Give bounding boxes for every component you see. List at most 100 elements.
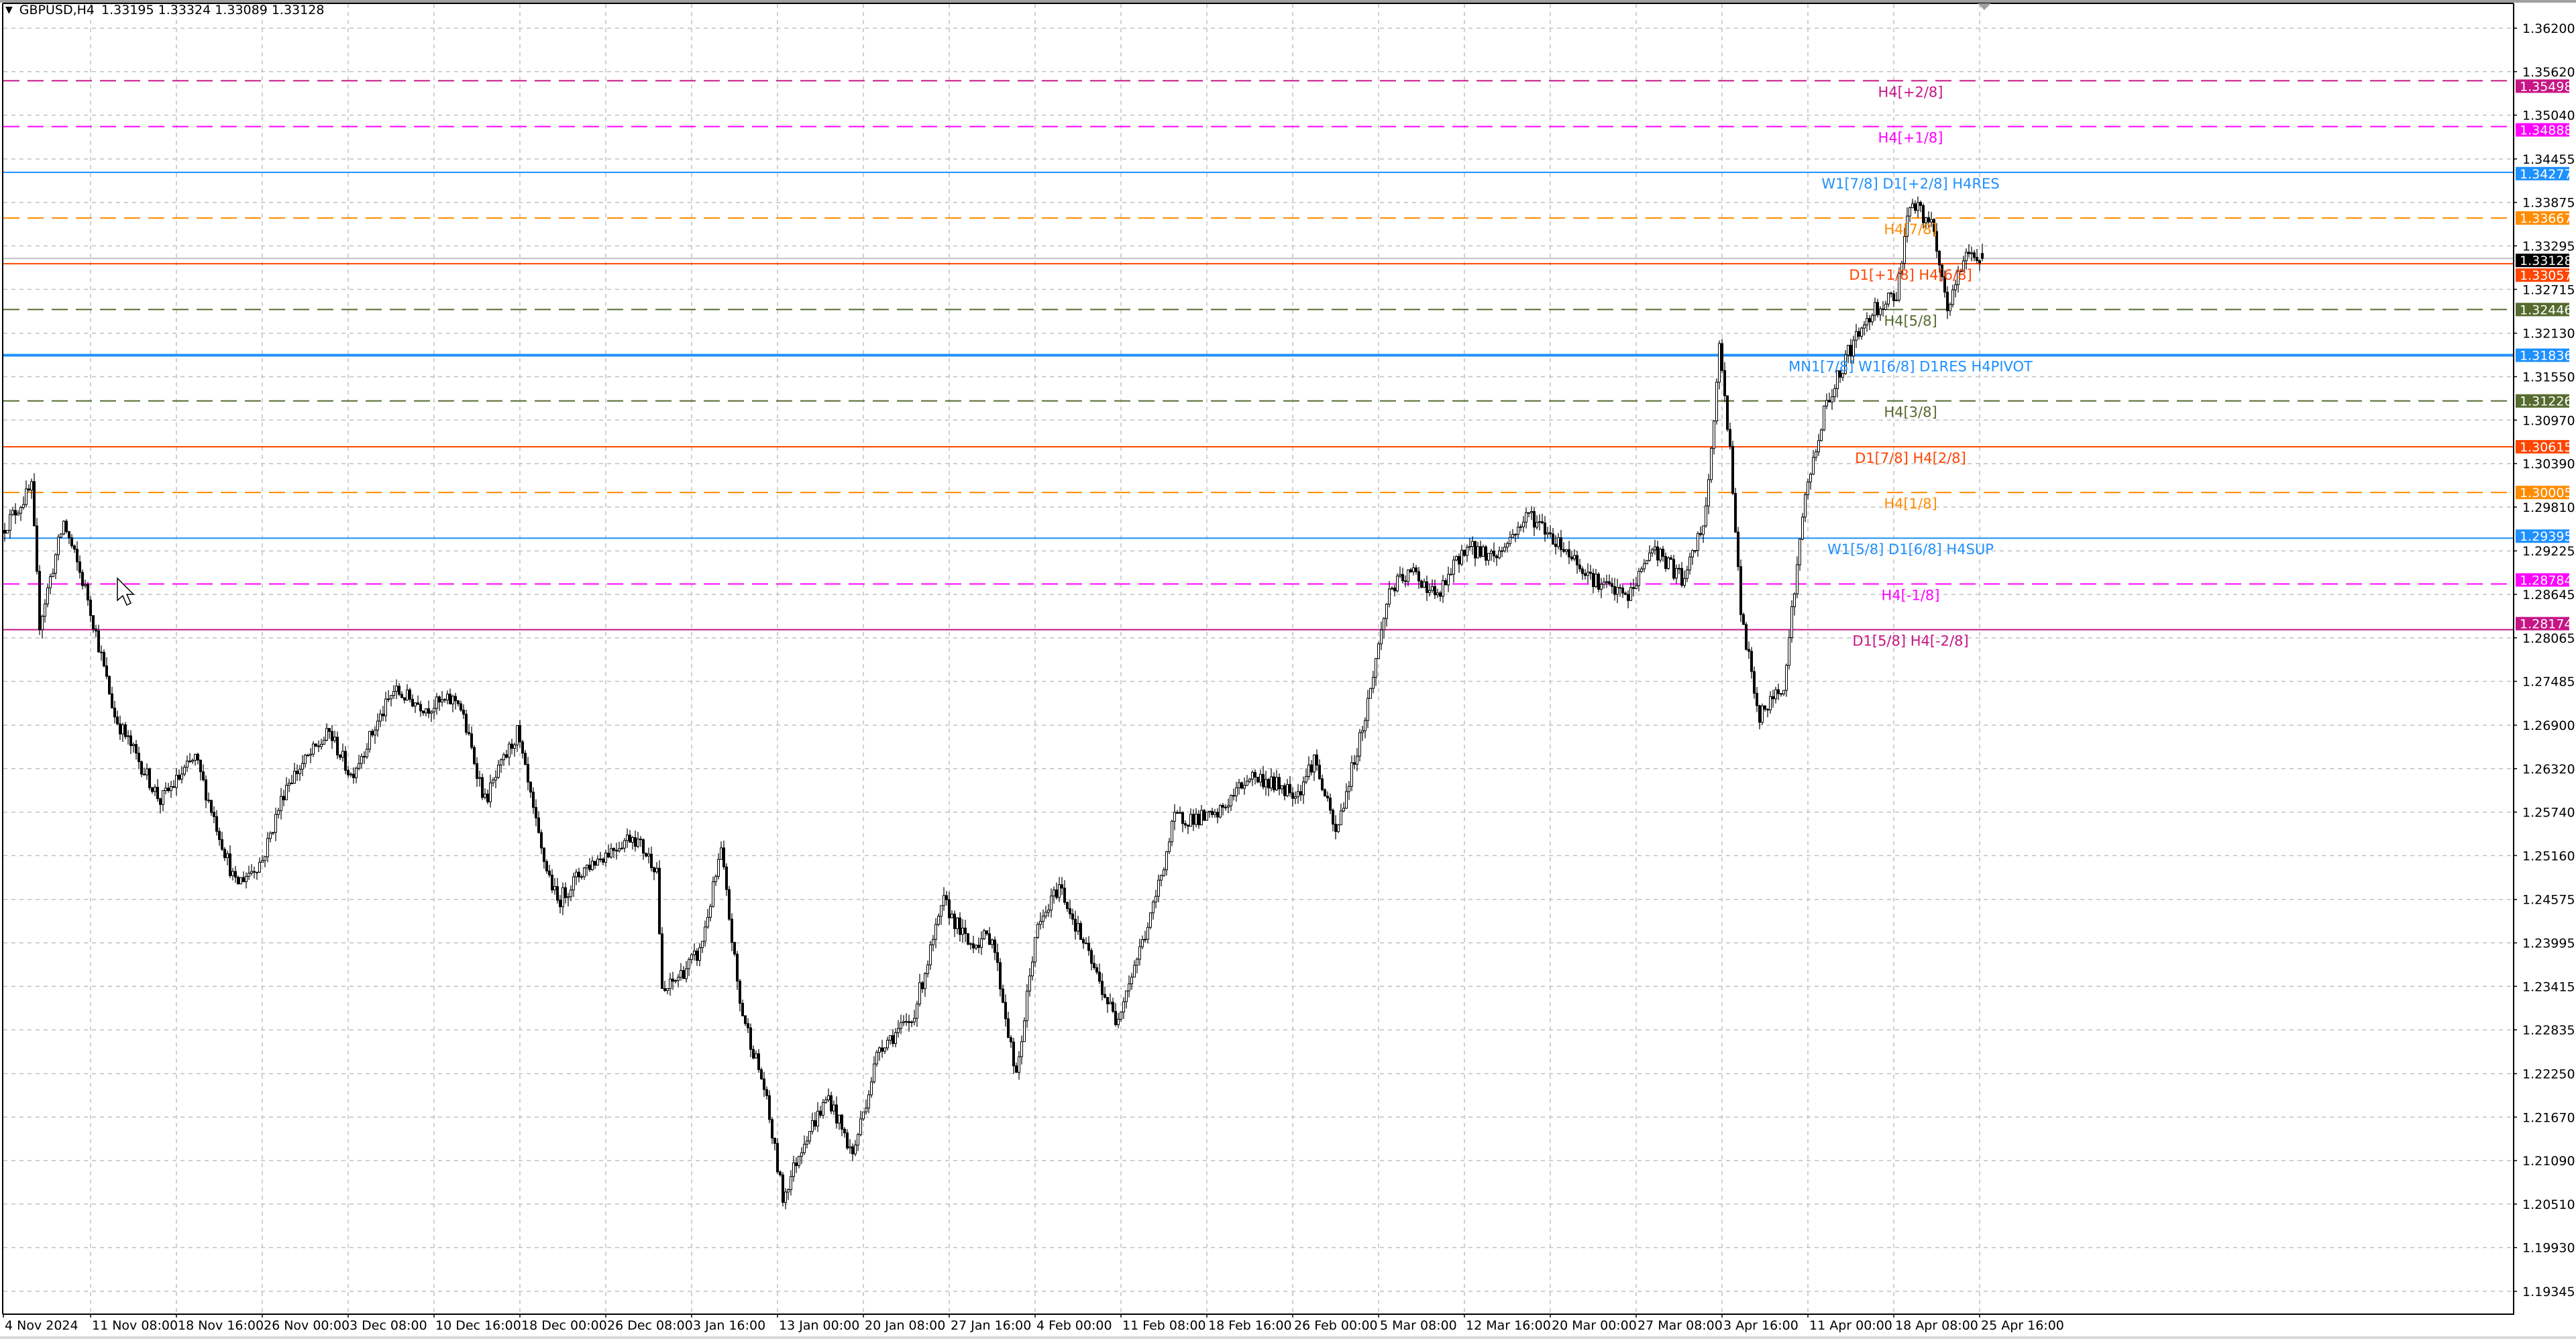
candle-body bbox=[1758, 705, 1761, 723]
candle bbox=[1678, 564, 1680, 574]
candle bbox=[1248, 778, 1251, 784]
candle-body bbox=[760, 1069, 763, 1079]
candle-body bbox=[1149, 912, 1152, 928]
candle bbox=[41, 614, 44, 639]
triangle-down-icon[interactable]: ▼ bbox=[5, 5, 13, 15]
candle-body bbox=[1079, 923, 1082, 940]
candle bbox=[1184, 820, 1187, 828]
price-tick-label: 1.35040 bbox=[2522, 109, 2575, 123]
candle-body bbox=[250, 871, 253, 874]
candle bbox=[575, 869, 578, 886]
candle-body bbox=[1004, 1002, 1007, 1020]
candle bbox=[87, 582, 89, 606]
candle-body bbox=[921, 982, 924, 989]
candle bbox=[81, 570, 84, 590]
candle bbox=[103, 649, 105, 667]
candle bbox=[451, 694, 454, 712]
candle-body bbox=[747, 1023, 749, 1028]
candle bbox=[167, 783, 170, 793]
candle-body bbox=[1434, 586, 1436, 596]
candle-body bbox=[162, 790, 164, 805]
candle-body bbox=[1329, 798, 1332, 811]
candle bbox=[886, 1036, 889, 1051]
level-label: D1[5/8] H4[-2/8] bbox=[1852, 633, 1968, 649]
candle bbox=[1324, 788, 1326, 797]
candle bbox=[1544, 516, 1546, 542]
candle-body bbox=[1737, 531, 1739, 568]
candle-body bbox=[113, 707, 116, 718]
candle-body bbox=[1179, 812, 1181, 814]
candle bbox=[1565, 549, 1568, 555]
level-price-tag: 1.30005 bbox=[2516, 486, 2573, 500]
price-axis[interactable]: 1.362001.356201.350401.344551.338751.332… bbox=[2513, 21, 2575, 1299]
candle-body bbox=[1195, 814, 1197, 825]
candle bbox=[1667, 556, 1670, 570]
candle-body bbox=[1144, 939, 1146, 941]
candle-body bbox=[1281, 785, 1283, 790]
candle bbox=[1305, 768, 1307, 784]
candle-body bbox=[1643, 563, 1646, 570]
candle-body bbox=[943, 895, 945, 906]
candle bbox=[1847, 345, 1849, 364]
candle-body bbox=[1002, 988, 1004, 1003]
candle bbox=[309, 748, 312, 763]
candle-body bbox=[1358, 732, 1361, 757]
candle bbox=[1562, 542, 1565, 553]
candle bbox=[191, 758, 194, 764]
candle-body bbox=[784, 1191, 787, 1203]
symbol-timeframe: GBPUSD,H4 bbox=[19, 3, 95, 17]
candle bbox=[409, 688, 411, 703]
candle-body bbox=[1756, 692, 1758, 706]
candle-body bbox=[1970, 252, 1973, 254]
candle-body bbox=[680, 970, 682, 978]
candle-body bbox=[1686, 570, 1688, 579]
candle-body bbox=[1369, 688, 1372, 699]
candle-body bbox=[1485, 546, 1487, 561]
candle-body bbox=[1503, 547, 1506, 551]
candle bbox=[1477, 541, 1479, 559]
candle bbox=[449, 688, 451, 705]
level-price-tag-bg bbox=[2516, 439, 2569, 453]
candle bbox=[1401, 568, 1404, 584]
candle-body bbox=[9, 514, 11, 531]
candle bbox=[36, 518, 38, 575]
candle-body bbox=[38, 571, 41, 631]
candle bbox=[1246, 775, 1248, 786]
chart-shift-marker[interactable] bbox=[1978, 3, 1991, 10]
candle bbox=[239, 877, 242, 885]
candle-body bbox=[172, 786, 175, 788]
candle-body bbox=[776, 1142, 779, 1173]
candle bbox=[1468, 537, 1471, 551]
candle bbox=[862, 1111, 865, 1121]
level-price-tag: 1.34888 bbox=[2516, 123, 2573, 138]
candle bbox=[1890, 291, 1892, 298]
candle bbox=[945, 891, 948, 906]
candle-body bbox=[1340, 810, 1342, 826]
candle bbox=[806, 1136, 808, 1148]
candle-body bbox=[44, 603, 46, 617]
time-axis[interactable]: 4 Nov 2024 11 Nov 08:00 18 Nov 16:00 26 Nov… bbox=[3, 1314, 2064, 1333]
candle-body bbox=[1112, 1002, 1114, 1012]
candle-body bbox=[253, 871, 256, 873]
candle bbox=[382, 706, 384, 722]
candle-body bbox=[1925, 217, 1927, 223]
level-price-tag: 1.33667 bbox=[2516, 211, 2573, 226]
candle bbox=[1965, 248, 1968, 270]
candle bbox=[1122, 997, 1125, 1019]
candle bbox=[366, 743, 368, 759]
candle-body bbox=[1192, 814, 1195, 825]
candle bbox=[1254, 769, 1256, 785]
candle bbox=[1281, 785, 1283, 794]
candle bbox=[854, 1140, 857, 1157]
candle bbox=[1310, 759, 1313, 775]
candle-body bbox=[1071, 913, 1074, 920]
candle-body bbox=[127, 735, 129, 737]
candle bbox=[414, 702, 417, 713]
candle-body bbox=[948, 899, 951, 918]
candle-body bbox=[1664, 555, 1667, 570]
candle bbox=[1079, 920, 1082, 941]
candle-body bbox=[1525, 512, 1527, 523]
candle-body bbox=[68, 531, 70, 538]
candle-body bbox=[1095, 967, 1098, 973]
